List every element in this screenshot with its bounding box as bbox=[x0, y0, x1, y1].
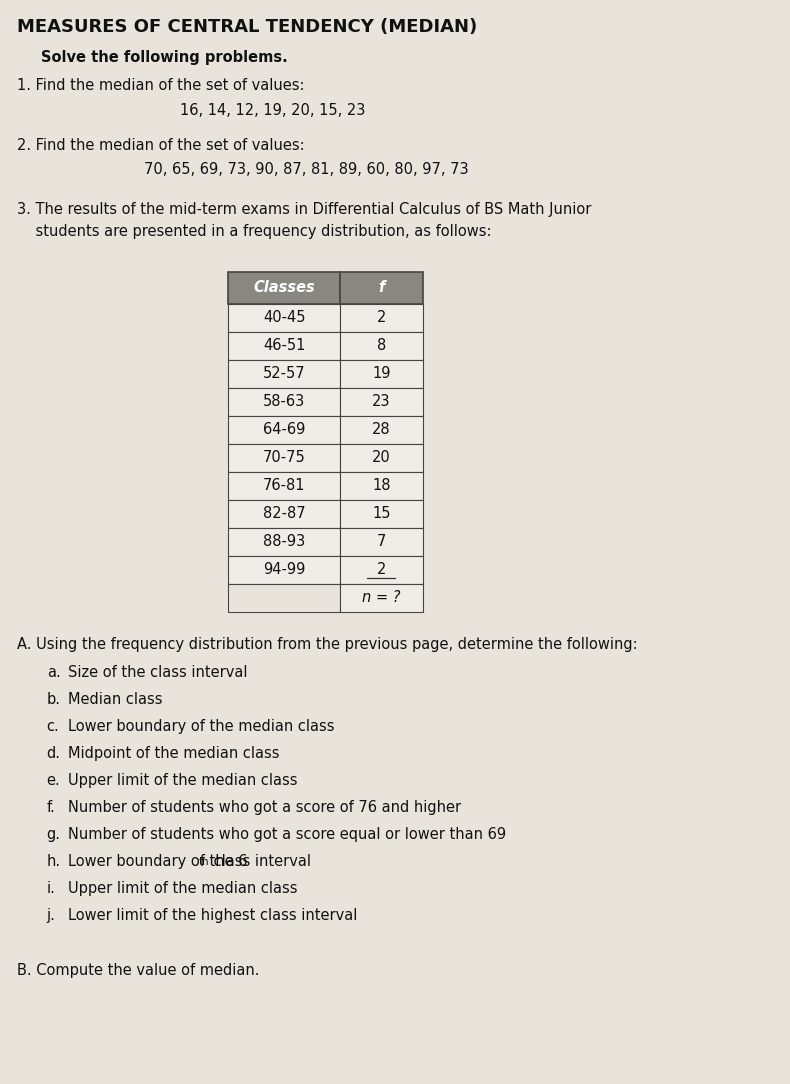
Text: 58-63: 58-63 bbox=[263, 395, 306, 410]
Text: 2: 2 bbox=[377, 563, 386, 578]
Text: Number of students who got a score of 76 and higher: Number of students who got a score of 76… bbox=[68, 800, 461, 815]
Bar bbox=[340, 272, 423, 304]
Bar bbox=[228, 332, 340, 360]
Text: 2. Find the median of the set of values:: 2. Find the median of the set of values: bbox=[17, 138, 305, 153]
Text: Solve the following problems.: Solve the following problems. bbox=[41, 50, 288, 65]
Bar bbox=[340, 500, 423, 528]
Bar bbox=[228, 556, 340, 584]
Text: 94-99: 94-99 bbox=[263, 563, 306, 578]
Text: c.: c. bbox=[47, 719, 59, 734]
Text: Midpoint of the median class: Midpoint of the median class bbox=[68, 746, 280, 761]
Bar bbox=[340, 444, 423, 472]
Text: Lower boundary of the median class: Lower boundary of the median class bbox=[68, 719, 334, 734]
Text: a.: a. bbox=[47, 664, 60, 680]
Bar bbox=[228, 584, 340, 612]
Text: 40-45: 40-45 bbox=[263, 310, 306, 325]
Text: 20: 20 bbox=[372, 451, 391, 465]
Bar bbox=[340, 304, 423, 332]
Bar bbox=[340, 416, 423, 444]
Text: Size of the class interval: Size of the class interval bbox=[68, 664, 247, 680]
Text: e.: e. bbox=[47, 773, 60, 788]
Text: 19: 19 bbox=[372, 366, 391, 382]
Text: Upper limit of the median class: Upper limit of the median class bbox=[68, 773, 298, 788]
Text: 8: 8 bbox=[377, 338, 386, 353]
Text: Number of students who got a score equal or lower than 69: Number of students who got a score equal… bbox=[68, 827, 506, 842]
Text: 52-57: 52-57 bbox=[263, 366, 306, 382]
Bar bbox=[228, 388, 340, 416]
Text: b.: b. bbox=[47, 692, 61, 707]
Text: 18: 18 bbox=[372, 478, 391, 493]
Text: j.: j. bbox=[47, 908, 55, 922]
Bar bbox=[340, 556, 423, 584]
Bar bbox=[228, 444, 340, 472]
Text: Lower limit of the highest class interval: Lower limit of the highest class interva… bbox=[68, 908, 357, 922]
Text: B. Compute the value of median.: B. Compute the value of median. bbox=[17, 963, 260, 978]
Bar bbox=[340, 472, 423, 500]
Bar bbox=[228, 304, 340, 332]
Bar bbox=[340, 332, 423, 360]
Bar bbox=[340, 388, 423, 416]
Bar bbox=[228, 272, 340, 304]
Bar bbox=[228, 416, 340, 444]
Text: students are presented in a frequency distribution, as follows:: students are presented in a frequency di… bbox=[17, 224, 492, 238]
Bar bbox=[228, 360, 340, 388]
Bar bbox=[228, 500, 340, 528]
Text: Upper limit of the median class: Upper limit of the median class bbox=[68, 881, 298, 896]
Bar bbox=[340, 528, 423, 556]
Bar bbox=[228, 528, 340, 556]
Text: f.: f. bbox=[47, 800, 55, 815]
Text: 3. The results of the mid-term exams in Differential Calculus of BS Math Junior: 3. The results of the mid-term exams in … bbox=[17, 202, 592, 217]
Text: 70, 65, 69, 73, 90, 87, 81, 89, 60, 80, 97, 73: 70, 65, 69, 73, 90, 87, 81, 89, 60, 80, … bbox=[144, 162, 468, 177]
Text: f: f bbox=[378, 281, 385, 296]
Text: g.: g. bbox=[47, 827, 61, 842]
Text: 28: 28 bbox=[372, 423, 391, 438]
Text: 23: 23 bbox=[372, 395, 391, 410]
Text: 82-87: 82-87 bbox=[263, 506, 306, 521]
Bar bbox=[340, 584, 423, 612]
Text: 64-69: 64-69 bbox=[263, 423, 306, 438]
Text: i.: i. bbox=[47, 881, 55, 896]
Bar bbox=[228, 472, 340, 500]
Text: class interval: class interval bbox=[209, 854, 311, 869]
Text: th: th bbox=[199, 857, 209, 867]
Text: A. Using the frequency distribution from the previous page, determine the follow: A. Using the frequency distribution from… bbox=[17, 637, 638, 651]
Text: Classes: Classes bbox=[254, 281, 315, 296]
Bar bbox=[340, 360, 423, 388]
Text: 70-75: 70-75 bbox=[263, 451, 306, 465]
Text: 7: 7 bbox=[377, 534, 386, 550]
Text: d.: d. bbox=[47, 746, 61, 761]
Text: Lower boundary of the 6: Lower boundary of the 6 bbox=[68, 854, 247, 869]
Text: 88-93: 88-93 bbox=[263, 534, 306, 550]
Text: 15: 15 bbox=[372, 506, 391, 521]
Text: 46-51: 46-51 bbox=[263, 338, 306, 353]
Text: 16, 14, 12, 19, 20, 15, 23: 16, 14, 12, 19, 20, 15, 23 bbox=[180, 103, 365, 118]
Text: Median class: Median class bbox=[68, 692, 163, 707]
Text: n = ?: n = ? bbox=[362, 591, 401, 606]
Text: 1. Find the median of the set of values:: 1. Find the median of the set of values: bbox=[17, 78, 305, 93]
Text: 76-81: 76-81 bbox=[263, 478, 306, 493]
Text: h.: h. bbox=[47, 854, 61, 869]
Text: 2: 2 bbox=[377, 310, 386, 325]
Text: MEASURES OF CENTRAL TENDENCY (MEDIAN): MEASURES OF CENTRAL TENDENCY (MEDIAN) bbox=[17, 18, 478, 36]
